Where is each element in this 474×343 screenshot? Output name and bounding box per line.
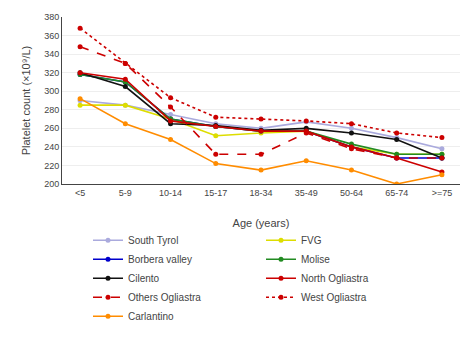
- svg-text:35-49: 35-49: [295, 188, 318, 198]
- svg-text:10-14: 10-14: [159, 188, 182, 198]
- svg-text:Borbera valley: Borbera valley: [128, 254, 192, 265]
- svg-text:380: 380: [44, 12, 59, 22]
- svg-text:340: 340: [44, 49, 59, 59]
- svg-text:220: 220: [44, 161, 59, 171]
- svg-text:Age (years): Age (years): [233, 217, 290, 229]
- svg-text:<5: <5: [75, 188, 85, 198]
- svg-text:50-64: 50-64: [340, 188, 363, 198]
- svg-text:200: 200: [44, 179, 59, 189]
- svg-text:18-34: 18-34: [249, 188, 272, 198]
- svg-text:5-9: 5-9: [119, 188, 132, 198]
- svg-text:300: 300: [44, 86, 59, 96]
- svg-text:280: 280: [44, 105, 59, 115]
- svg-text:South Tyrol: South Tyrol: [128, 235, 178, 246]
- svg-text:Cilento: Cilento: [128, 273, 160, 284]
- svg-text:>=75: >=75: [432, 188, 453, 198]
- svg-text:15-17: 15-17: [204, 188, 227, 198]
- svg-text:North Ogliastra: North Ogliastra: [301, 273, 369, 284]
- svg-text:260: 260: [44, 123, 59, 133]
- svg-text:FVG: FVG: [301, 235, 322, 246]
- svg-text:360: 360: [44, 31, 59, 41]
- svg-text:240: 240: [44, 142, 59, 152]
- svg-text:Molise: Molise: [301, 254, 330, 265]
- svg-text:Others Ogliastra: Others Ogliastra: [128, 292, 201, 303]
- svg-text:Carlantino: Carlantino: [128, 311, 174, 322]
- svg-text:320: 320: [44, 68, 59, 78]
- svg-text:Platelet count (×10⁹/L): Platelet count (×10⁹/L): [20, 46, 32, 156]
- svg-text:65-74: 65-74: [385, 188, 408, 198]
- svg-text:West Ogliastra: West Ogliastra: [301, 292, 367, 303]
